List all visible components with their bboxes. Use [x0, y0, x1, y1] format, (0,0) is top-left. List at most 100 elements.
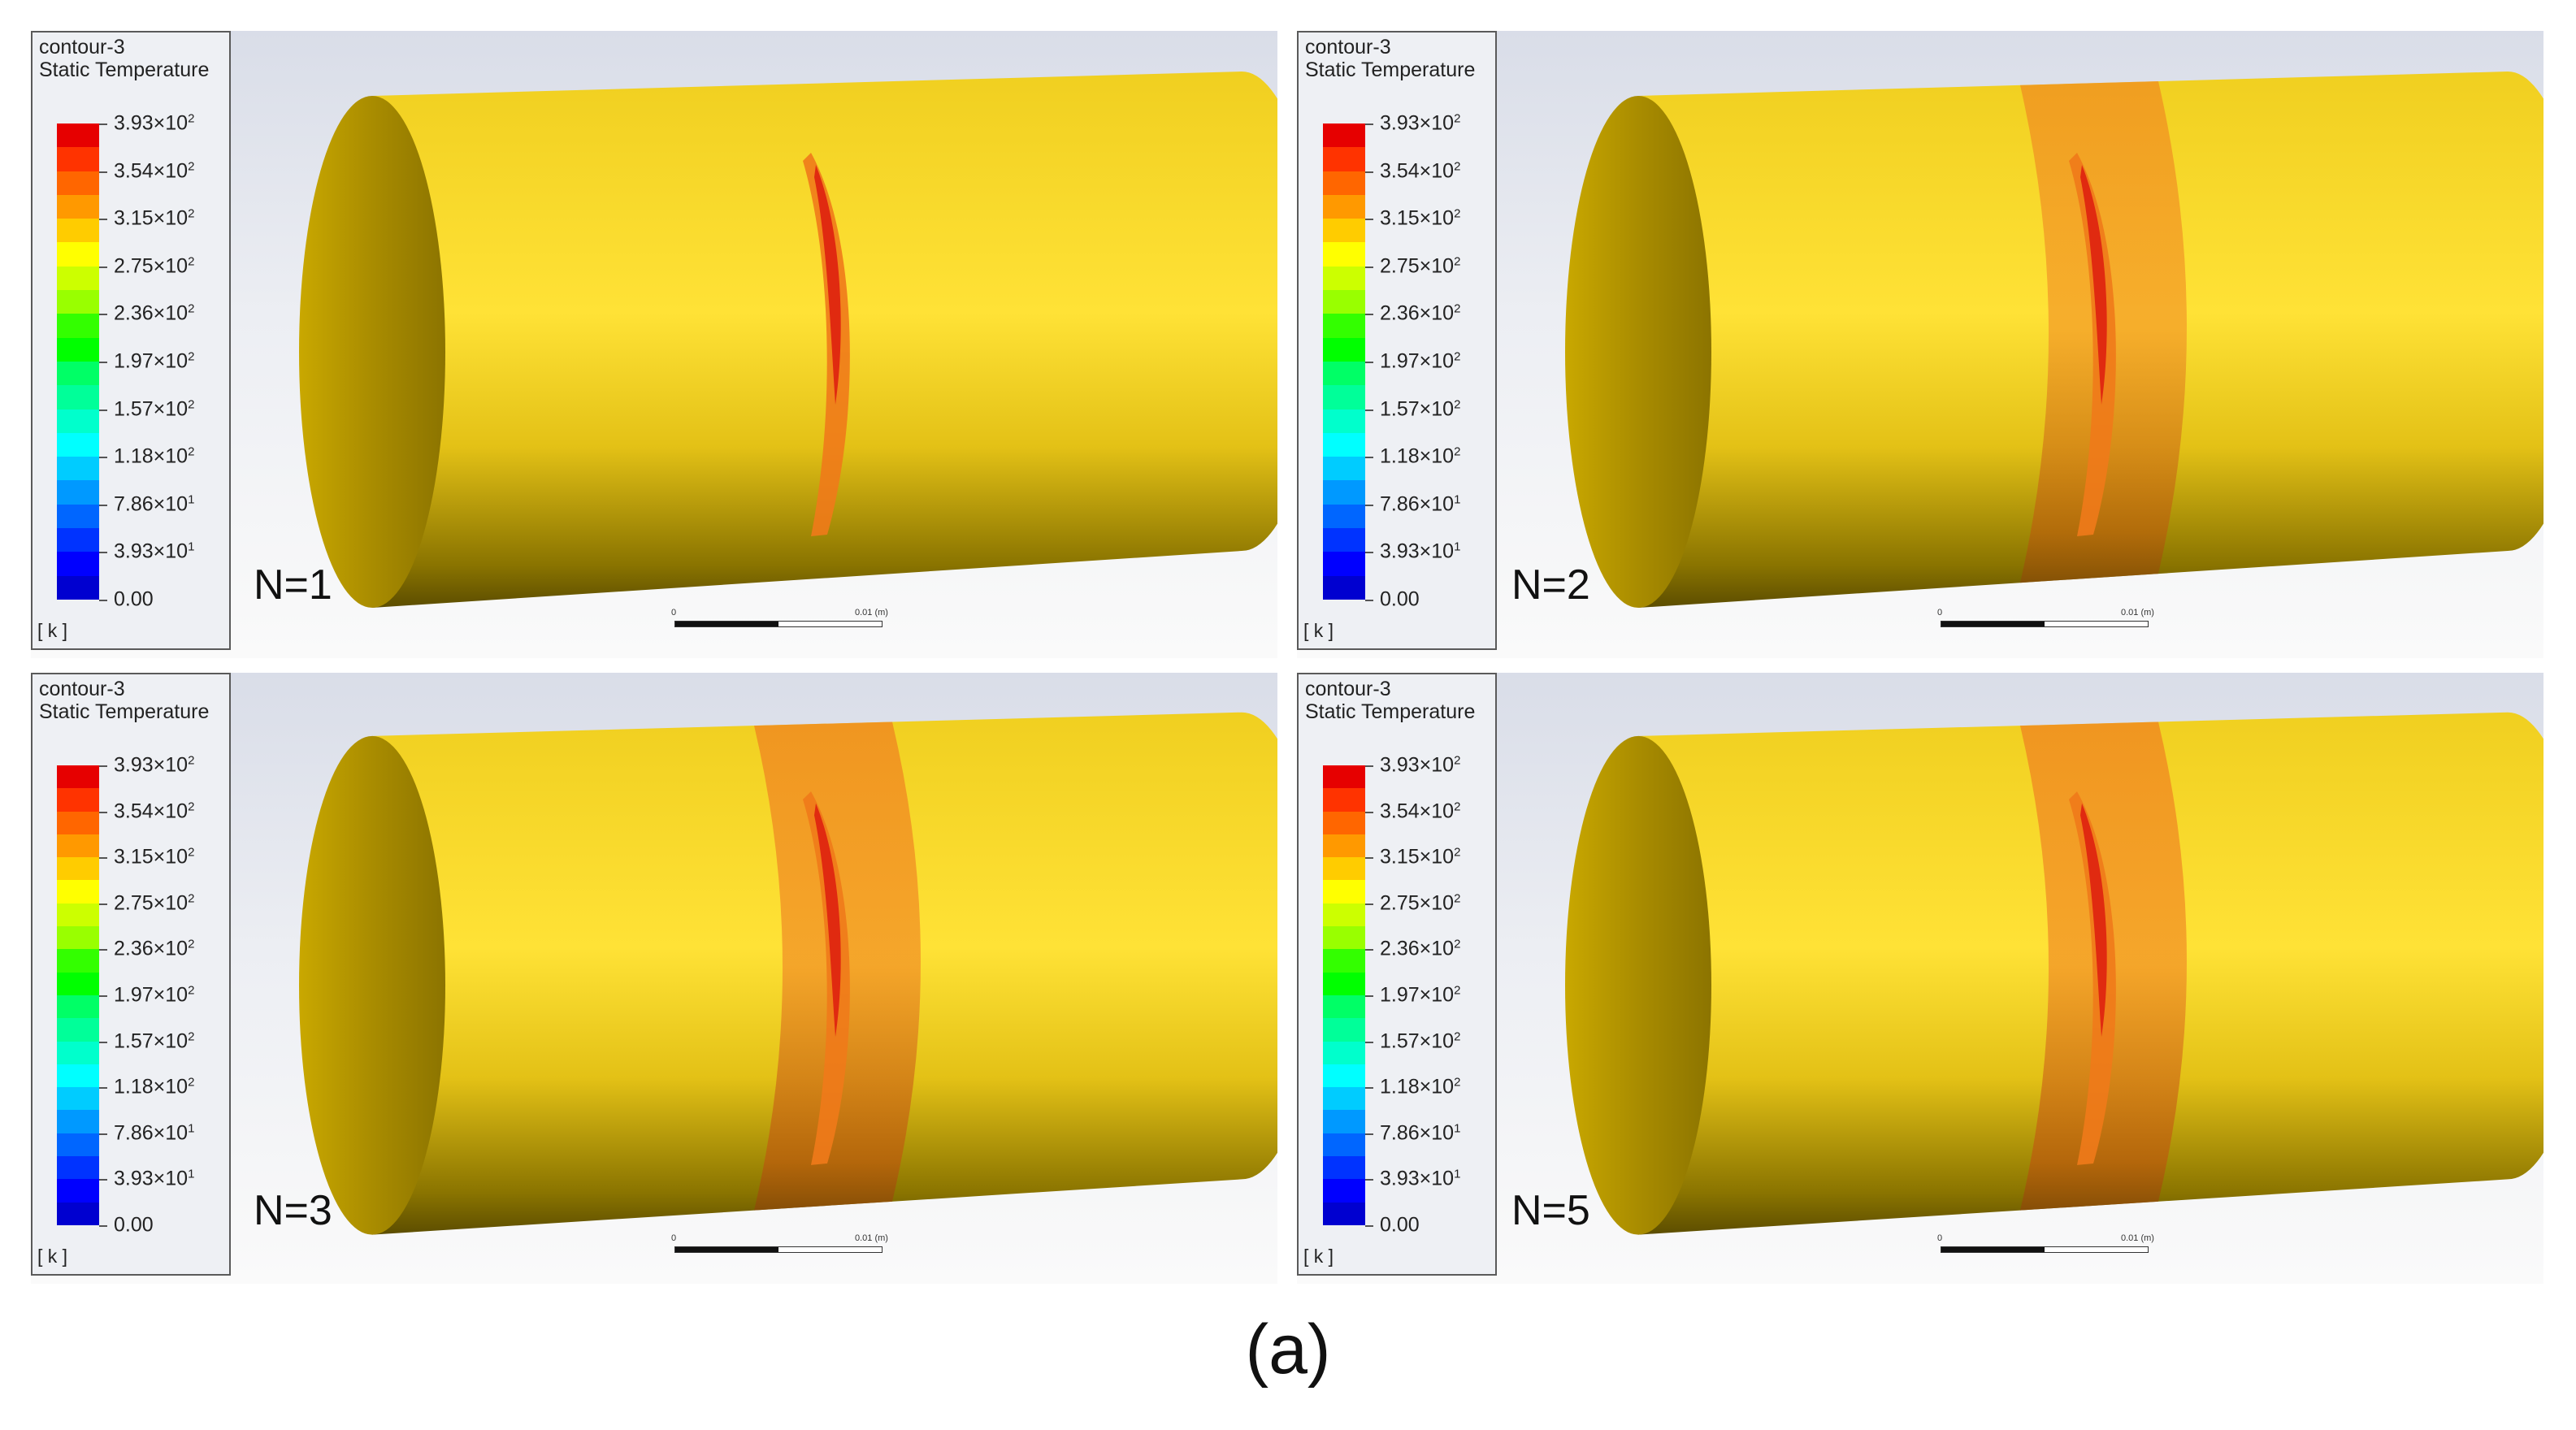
- colorbar-tick-label: 3.93×102: [1380, 753, 1461, 777]
- colorbar-tick-label: 3.93×101: [114, 1167, 195, 1191]
- colorbar-segment: [1323, 124, 1365, 148]
- colorbar-tick-label: 0.00: [1380, 587, 1420, 611]
- colorbar-tick-label: 0.00: [114, 1213, 154, 1237]
- colorbar-segment: [1323, 171, 1365, 195]
- scale-bar: 0 0.01 (m): [1937, 608, 2154, 640]
- legend-variable: Static Temperature: [39, 58, 210, 81]
- contour-panel: contour-3 Static Temperature 3.93×102 3.54×…: [1297, 31, 2543, 658]
- colorbar-segment: [1323, 765, 1365, 789]
- colorbar-segment: [1323, 1110, 1365, 1133]
- colorbar-segment: [57, 361, 99, 386]
- colorbar-segment: [1323, 480, 1365, 505]
- cylinder-render: [1565, 72, 2543, 608]
- color-legend: contour-3 Static Temperature 3.93×102 3.54×…: [31, 31, 231, 650]
- colorbar-tick-label: 3.93×101: [114, 540, 195, 564]
- hot-streak-core: [2080, 165, 2107, 405]
- colorbar-tick-label: 1.57×102: [1380, 1029, 1461, 1053]
- colorbar-tick: [99, 811, 107, 813]
- colorbar-segment: [1323, 147, 1365, 171]
- cylinder-render: [299, 72, 1277, 608]
- iteration-label: N=3: [254, 1187, 332, 1234]
- hot-streak-outer: [2069, 153, 2116, 536]
- colorbar-segment: [57, 124, 99, 148]
- legend-title: contour-3: [1305, 36, 1391, 58]
- colorbar-tick: [1365, 552, 1373, 554]
- colorbar: [1323, 124, 1365, 600]
- colorbar-tick: [1365, 314, 1373, 316]
- colorbar-tick-label: 3.54×102: [1380, 799, 1461, 823]
- colorbar-segment: [57, 575, 99, 600]
- colorbar-tick-label: 2.75×102: [1380, 891, 1461, 915]
- colorbar-segment: [57, 242, 99, 266]
- colorbar-tick-label: 7.86×101: [114, 1121, 195, 1145]
- colorbar-tick-label: 7.86×101: [1380, 492, 1461, 516]
- colorbar-segment: [57, 457, 99, 481]
- scale-bar: 0 0.01 (m): [1937, 1233, 2154, 1266]
- legend-title: contour-3: [39, 678, 125, 700]
- scale-max-label: 0.01 (m): [2121, 1233, 2154, 1243]
- colorbar-segment: [1323, 361, 1365, 386]
- colorbar-segment: [1323, 314, 1365, 338]
- legend-unit: [ k ]: [1303, 620, 1334, 641]
- colorbar-tick: [99, 995, 107, 997]
- hot-streak-outer: [803, 791, 850, 1165]
- colorbar-tick: [1365, 995, 1373, 997]
- scale-bar-graphic: [674, 1246, 883, 1253]
- colorbar-segment: [1323, 1133, 1365, 1157]
- colorbar-tick-label: 3.54×102: [114, 158, 195, 183]
- legend-unit: [ k ]: [37, 1246, 68, 1267]
- colorbar-tick: [1365, 1041, 1373, 1043]
- colorbar-segment: [57, 528, 99, 552]
- colorbar-tick-label: 0.00: [114, 587, 154, 611]
- contour-panel: contour-3 Static Temperature 3.93×102 3.54×…: [1297, 673, 2543, 1284]
- colorbar-segment: [1323, 385, 1365, 410]
- contour-panel: contour-3 Static Temperature 3.93×102 3.54×…: [31, 673, 1277, 1284]
- colorbar-tick-label: 1.57×102: [1380, 396, 1461, 421]
- colorbar-tick-label: 1.18×102: [1380, 1075, 1461, 1098]
- colorbar-segment: [1323, 528, 1365, 552]
- legend-unit: [ k ]: [1303, 1246, 1334, 1267]
- cylinder-render: [299, 712, 1277, 1235]
- colorbar-tick: [99, 903, 107, 905]
- legend-title: contour-3: [1305, 678, 1391, 700]
- colorbar-segment: [57, 834, 99, 858]
- colorbar-tick-label: 3.93×101: [1380, 540, 1461, 564]
- colorbar-segment: [1323, 926, 1365, 950]
- legend-variable: Static Temperature: [1305, 700, 1476, 723]
- colorbar-segment: [57, 480, 99, 505]
- colorbar-segment: [57, 903, 99, 927]
- colorbar-segment: [57, 1064, 99, 1088]
- cylinder-end-cap: [299, 96, 445, 608]
- colorbar-tick-label: 7.86×101: [1380, 1121, 1461, 1145]
- colorbar-tick-label: 1.18×102: [114, 444, 195, 468]
- colorbar-tick: [99, 124, 107, 125]
- colorbar-tick-label: 1.97×102: [114, 983, 195, 1007]
- colorbar-segment: [57, 788, 99, 812]
- colorbar-tick-label: 2.75×102: [114, 254, 195, 278]
- colorbar-tick-label: 3.93×102: [1380, 111, 1461, 135]
- colorbar-segment: [57, 147, 99, 171]
- colorbar-tick-label: 3.93×102: [114, 111, 195, 135]
- colorbar-segment: [57, 432, 99, 457]
- colorbar-segment: [1323, 575, 1365, 600]
- colorbar-tick: [1365, 949, 1373, 951]
- iteration-label: N=2: [1511, 561, 1590, 609]
- colorbar-tick: [99, 171, 107, 173]
- colorbar-segment: [1323, 504, 1365, 529]
- colorbar-segment: [1323, 432, 1365, 457]
- colorbar-segment: [57, 504, 99, 529]
- cylinder-end-cap: [299, 735, 445, 1235]
- colorbar-tick: [99, 1087, 107, 1090]
- colorbar-tick: [99, 1041, 107, 1043]
- colorbar-tick-label: 3.54×102: [114, 799, 195, 823]
- colorbar-tick-label: 2.75×102: [1380, 254, 1461, 278]
- color-legend: contour-3 Static Temperature 3.93×102 3.54×…: [1297, 673, 1497, 1276]
- hot-streak-outer: [2069, 791, 2116, 1165]
- colorbar-segment: [1323, 1179, 1365, 1202]
- colorbar-segment: [57, 1202, 99, 1225]
- colorbar-segment: [57, 171, 99, 195]
- colorbar-tick-label: 0.00: [1380, 1213, 1420, 1237]
- hot-streak-core: [814, 803, 841, 1038]
- colorbar-tick: [1365, 1225, 1373, 1227]
- colorbar-tick: [1365, 765, 1373, 767]
